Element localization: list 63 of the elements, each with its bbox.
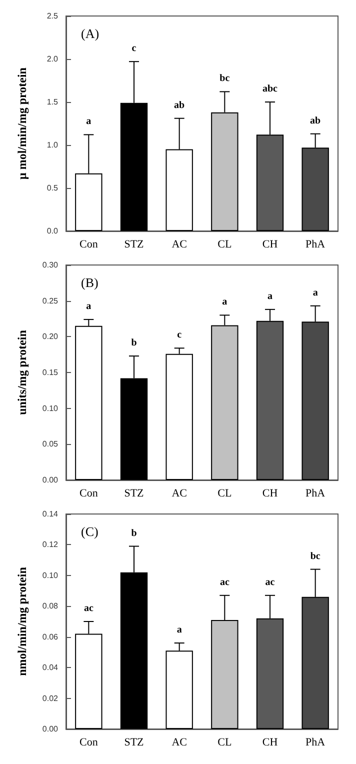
annotation: a [86,300,92,312]
x-tick-label: Con [79,736,98,748]
annotation: abc [262,84,278,94]
y-tick-label: 1.5 [46,98,59,106]
y-tick-label: 0.06 [42,632,59,642]
y-tick-label: 0.15 [42,368,59,377]
y-axis-title: μ mol/min/mg protein [15,67,29,180]
y-tick-label: 0.10 [42,404,59,413]
x-tick-label: CH [262,736,278,748]
text: (A) [81,26,100,41]
x-tick-label: CH [262,238,278,250]
y-tick-label: 0.25 [42,296,59,306]
annotation: ab [310,115,322,126]
annotation: a [86,116,92,128]
y-axis-title: nmol/min/mg protein [15,566,29,676]
annotation: ac [220,576,230,588]
y-tick-label: 0.0 [46,226,59,236]
x-tick-label: CL [218,736,232,748]
y-tick-label: 0.05 [42,440,59,449]
x-tick-label: Con [79,238,98,250]
y-tick-label: 1.0 [46,140,59,150]
annotation: ab [174,100,186,111]
y-tick-label: 0.00 [42,476,59,484]
y-tick-label: 2.0 [46,54,59,64]
y-tick-label: 0.14 [42,510,59,518]
y-tick-label: 0.5 [46,184,59,192]
annotation: bc [220,73,230,84]
y-tick-label: 0.02 [42,694,59,703]
x-tick-label: PhA [306,488,326,500]
x-tick-label: STZ [124,238,144,250]
y-tick-label: 0.20 [42,332,59,342]
annotation: ac [84,603,94,614]
y-axis-title: units/mg protein [15,330,29,415]
x-tick-label: PhA [306,238,326,250]
annotation: c [132,43,137,54]
y-tick-label: 0.04 [42,663,59,672]
annotation: a [268,290,272,302]
x-tick-label: AC [172,238,187,250]
annotation: ac [265,576,276,588]
x-tick-label: PhA [306,736,326,748]
y-tick-label: 0.00 [42,724,59,734]
y-tick-label: 0.30 [42,260,59,270]
x-tick-label: STZ [124,736,144,748]
x-tick-label: STZ [124,488,144,500]
y-tick-label: 0.10 [42,570,59,580]
x-tick-label: AC [172,488,187,500]
x-tick-label: CL [218,488,232,500]
x-tick-label: CH [262,488,278,500]
y-tick-label: 2.5 [46,12,59,20]
annotation: a [222,296,228,308]
annotation: bc [310,550,321,562]
x-tick-label: AC [172,736,187,748]
text: (C) [81,524,98,539]
annotation: a [312,287,318,298]
text: (B) [81,275,98,290]
x-tick-label: Con [79,488,98,500]
annotation: c [177,330,182,341]
annotation: b [131,338,138,349]
y-tick-label: 0.08 [42,602,59,611]
annotation: b [131,528,138,539]
annotation: a [176,624,182,636]
x-tick-label: CL [218,238,232,250]
y-tick-label: 0.12 [42,540,59,550]
